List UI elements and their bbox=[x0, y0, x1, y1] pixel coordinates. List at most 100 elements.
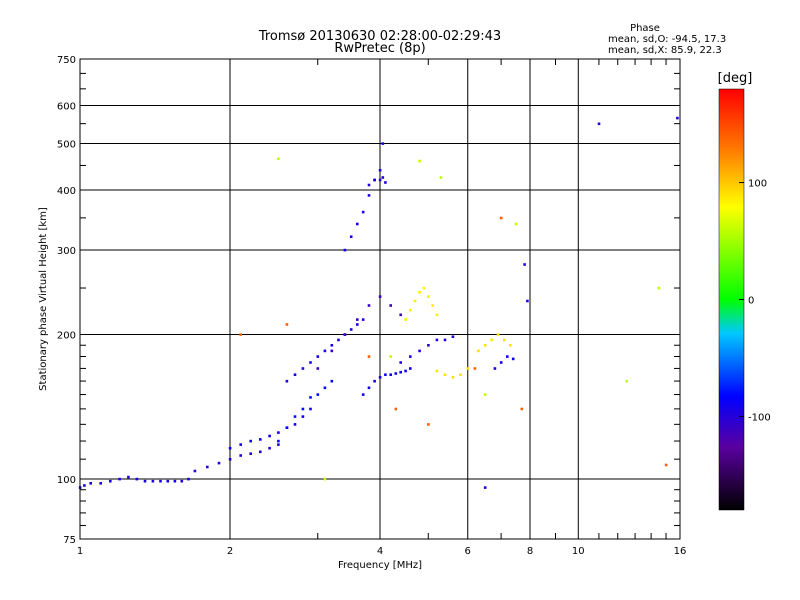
data-point bbox=[523, 263, 526, 266]
data-point bbox=[239, 443, 242, 446]
y-tick-label: 750 bbox=[57, 55, 76, 66]
data-point bbox=[239, 454, 242, 457]
data-point bbox=[404, 318, 407, 321]
data-point bbox=[356, 318, 359, 321]
data-point bbox=[361, 393, 365, 396]
data-point bbox=[309, 407, 312, 411]
data-point bbox=[285, 323, 289, 326]
x-tick-label: 1 bbox=[77, 546, 83, 557]
data-point bbox=[483, 486, 487, 489]
data-point bbox=[511, 357, 515, 361]
data-point bbox=[316, 393, 320, 396]
y-tick-label: 100 bbox=[57, 475, 76, 486]
data-point bbox=[285, 379, 289, 383]
x-tick-label: 4 bbox=[377, 546, 383, 557]
data-point bbox=[413, 299, 417, 303]
data-point bbox=[404, 369, 407, 373]
data-point bbox=[657, 286, 661, 290]
x-tick-label: 6 bbox=[465, 546, 471, 557]
data-point bbox=[399, 361, 402, 364]
data-point bbox=[384, 181, 387, 184]
data-point bbox=[431, 304, 434, 307]
data-point bbox=[373, 379, 376, 383]
data-point bbox=[285, 426, 289, 429]
data-point bbox=[435, 338, 439, 342]
data-point bbox=[389, 304, 392, 307]
data-point bbox=[228, 458, 232, 461]
x-tick-label: 16 bbox=[674, 546, 687, 557]
data-point bbox=[349, 328, 353, 331]
colorbar-tick-label: 100 bbox=[748, 179, 767, 190]
data-point bbox=[277, 439, 280, 443]
data-point bbox=[239, 333, 242, 336]
data-point bbox=[337, 338, 340, 342]
y-tick-label: 500 bbox=[57, 140, 76, 151]
data-point bbox=[330, 344, 334, 347]
data-point bbox=[381, 142, 385, 145]
data-point bbox=[493, 367, 497, 370]
data-point bbox=[293, 415, 297, 418]
data-point bbox=[99, 482, 102, 485]
data-point bbox=[483, 393, 487, 396]
data-point bbox=[676, 116, 679, 120]
data-point bbox=[89, 482, 92, 485]
colorbar-ticks: 100 0 -100 bbox=[739, 179, 771, 423]
data-point bbox=[293, 423, 297, 426]
data-point bbox=[301, 415, 305, 418]
data-point bbox=[316, 355, 320, 358]
data-point bbox=[323, 349, 327, 353]
data-point bbox=[127, 475, 130, 479]
data-point bbox=[384, 373, 387, 376]
data-point bbox=[277, 443, 280, 446]
data-point bbox=[443, 373, 447, 376]
data-point bbox=[143, 479, 147, 483]
y-tick-label: 200 bbox=[57, 331, 76, 342]
data-point bbox=[499, 361, 503, 364]
data-point bbox=[166, 479, 170, 483]
data-point bbox=[381, 176, 385, 179]
y-axis-label: Stationary phase Virtual Height [km] bbox=[38, 207, 49, 391]
data-point bbox=[422, 286, 426, 290]
chart-subtitle: RwPretec (8p) bbox=[334, 41, 425, 56]
data-point bbox=[367, 355, 371, 358]
x-tick-label: 10 bbox=[572, 546, 585, 557]
data-point bbox=[249, 439, 252, 443]
data-point bbox=[323, 386, 327, 390]
data-point bbox=[378, 178, 382, 182]
data-point bbox=[135, 477, 139, 481]
x-tick-label: 2 bbox=[227, 546, 233, 557]
data-point bbox=[367, 386, 371, 390]
data-point bbox=[378, 295, 382, 298]
data-point bbox=[597, 122, 601, 126]
data-point bbox=[316, 367, 320, 370]
data-point bbox=[180, 479, 184, 483]
y-tick-label: 300 bbox=[57, 246, 76, 257]
data-point bbox=[249, 452, 252, 455]
data-point bbox=[459, 373, 462, 376]
data-point bbox=[451, 376, 455, 379]
plot-grid bbox=[80, 59, 680, 539]
data-point bbox=[625, 379, 628, 383]
data-point bbox=[389, 355, 392, 358]
data-point bbox=[399, 370, 402, 374]
data-point bbox=[109, 479, 112, 483]
data-point bbox=[418, 291, 421, 294]
data-point bbox=[309, 396, 312, 399]
data-point bbox=[514, 222, 518, 226]
x-axis-label: Frequency [MHz] bbox=[338, 560, 422, 571]
data-point bbox=[356, 323, 359, 326]
data-point bbox=[118, 477, 121, 481]
data-point bbox=[206, 465, 209, 469]
data-point bbox=[323, 477, 327, 481]
data-point bbox=[427, 344, 430, 347]
data-point bbox=[268, 434, 271, 438]
y-tick-label: 400 bbox=[57, 186, 76, 197]
data-point bbox=[293, 373, 297, 376]
data-point bbox=[435, 369, 439, 373]
data-point bbox=[483, 344, 487, 347]
axis-ticks bbox=[80, 59, 680, 539]
data-point bbox=[277, 431, 280, 434]
data-point bbox=[356, 222, 359, 226]
data-point bbox=[159, 479, 162, 483]
